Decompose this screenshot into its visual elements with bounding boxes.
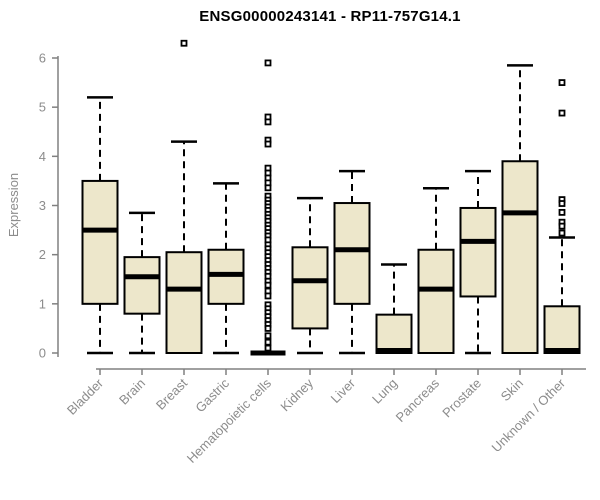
iqr-box: [291, 246, 329, 330]
x-category-label: Breast: [153, 375, 190, 412]
boxplot-liver: [333, 169, 371, 355]
outlier-point: [558, 208, 566, 216]
boxplot-hematopoietic-cells: [250, 59, 286, 356]
outlier-point: [264, 281, 272, 289]
y-tick-label: 6: [39, 51, 46, 66]
y-tick-label: 3: [39, 198, 46, 213]
outlier-point: [558, 200, 566, 207]
iqr-box: [459, 206, 497, 298]
iqr-box: [165, 251, 203, 354]
outlier-point: [558, 229, 566, 237]
x-category-label: Prostate: [439, 376, 484, 421]
iqr-box: [123, 256, 161, 315]
y-tick-label: 4: [39, 149, 46, 164]
y-axis: 0 1 2 3 4 5 6: [39, 51, 59, 361]
iqr-box: [81, 179, 119, 305]
outlier-point: [264, 292, 272, 300]
outlier-point: [264, 338, 272, 346]
outlier-point: [264, 344, 272, 352]
iqr-box: [417, 248, 455, 354]
boxplot-brain: [123, 211, 161, 355]
outlier-point: [558, 222, 566, 230]
x-category-label: Pancreas: [393, 375, 443, 425]
outlier-point: [264, 140, 272, 148]
iqr-box: [375, 313, 413, 354]
outlier-point: [264, 184, 272, 192]
outlier-point: [558, 109, 566, 117]
iqr-box: [333, 202, 371, 305]
x-category-label: Kidney: [277, 375, 316, 414]
iqr-box: [543, 305, 581, 354]
x-category-label: Brain: [116, 376, 148, 408]
boxplot-breast: [165, 39, 203, 354]
x-category-label: Skin: [498, 376, 526, 404]
boxplot-gastric: [207, 182, 245, 355]
outlier-point: [264, 118, 272, 126]
boxplot-skin: [501, 64, 539, 354]
boxplot-kidney: [291, 196, 329, 355]
chart-title: ENSG00000243141 - RP11-757G14.1: [199, 8, 461, 25]
x-category-label: Unknown / Other: [489, 375, 569, 455]
x-category-label: Lung: [369, 376, 400, 407]
y-tick-label: 2: [39, 247, 46, 262]
y-tick-label: 0: [39, 346, 46, 361]
outlier-point: [180, 39, 188, 47]
x-category-label: Gastric: [192, 375, 232, 415]
boxplot-bladder: [81, 96, 119, 355]
outlier-point: [264, 325, 272, 332]
x-category-label: Bladder: [64, 375, 107, 418]
iqr-box: [501, 160, 539, 354]
boxplot-unknown-other: [543, 79, 581, 354]
y-tick-label: 5: [39, 100, 46, 115]
boxplot-lung: [375, 263, 413, 354]
boxplot-prostate: [459, 169, 497, 355]
boxplot-pancreas: [417, 187, 455, 354]
outlier-point: [558, 79, 566, 86]
outlier-point: [264, 59, 272, 67]
y-tick-label: 1: [39, 296, 46, 311]
outlier-point: [264, 332, 272, 340]
x-category-label: Liver: [328, 375, 359, 406]
